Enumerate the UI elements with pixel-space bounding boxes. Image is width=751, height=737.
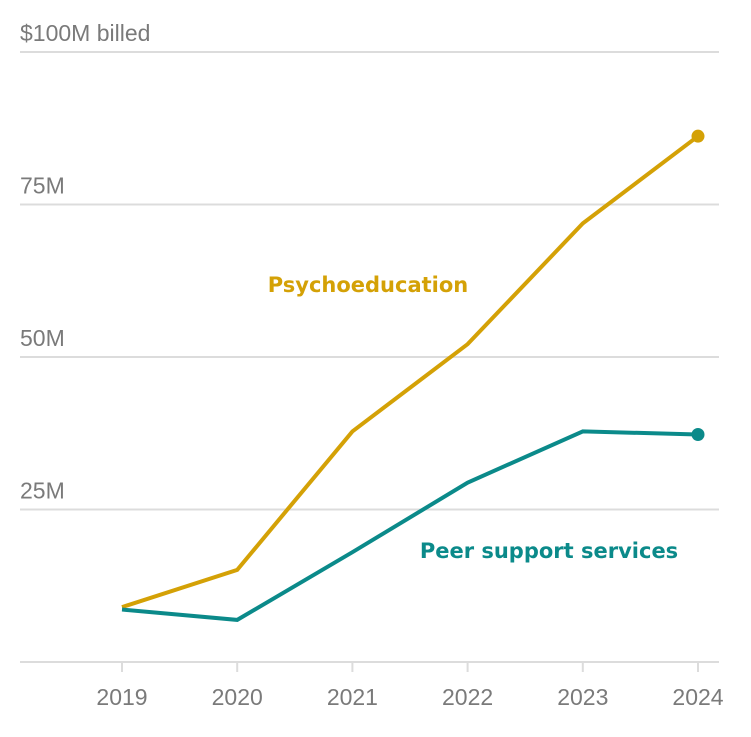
y-tick-label: 75M (20, 173, 65, 199)
series-line-peer-support-services (121, 429, 699, 622)
y-tick-label: $100M billed (20, 20, 150, 46)
x-tick-label: 2023 (557, 684, 608, 710)
series-label: Peer support services (420, 539, 678, 563)
end-point-marker (691, 129, 705, 143)
x-tick-label: 2019 (96, 684, 147, 710)
x-axis: 2019 2020 2021 2022 2023 2024 (20, 661, 724, 710)
x-tick-label: 2021 (327, 684, 378, 710)
y-tick-label: 25M (20, 478, 65, 504)
series-line-psychoeducation (121, 134, 700, 610)
end-point-marker (691, 427, 705, 441)
x-tick-label: 2022 (442, 684, 493, 710)
gridlines (20, 51, 719, 511)
series-labels: Psychoeducation Peer support services (268, 273, 678, 563)
x-tick-label: 2020 (212, 684, 263, 710)
series-label: Psychoeducation (268, 273, 469, 297)
y-axis-labels: 25M 50M 75M $100M billed (20, 20, 150, 504)
y-tick-label: 50M (20, 325, 65, 351)
x-tick-label: 2024 (672, 684, 723, 710)
series-lines (121, 129, 705, 622)
